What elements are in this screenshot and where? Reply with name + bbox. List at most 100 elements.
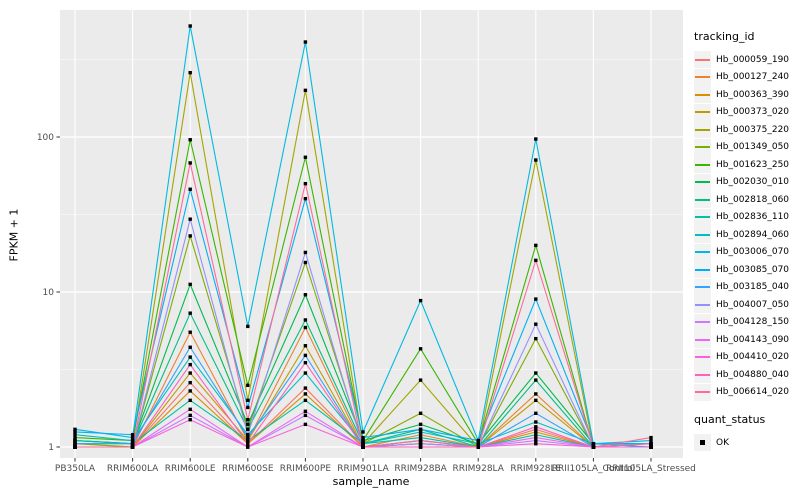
data-point bbox=[303, 88, 308, 93]
legend-item: Hb_003085_070 bbox=[694, 261, 789, 279]
data-point bbox=[591, 445, 596, 449]
swatch-line-icon bbox=[695, 251, 710, 254]
legend-label: Hb_004880_040 bbox=[716, 369, 790, 380]
legend-label: Hb_004410_020 bbox=[716, 352, 790, 363]
legend-label: Hb_002818_060 bbox=[716, 194, 790, 205]
data-point bbox=[188, 355, 192, 359]
data-point bbox=[188, 282, 192, 287]
swatch-line-icon bbox=[695, 146, 710, 149]
data-point bbox=[188, 418, 192, 422]
data-point bbox=[649, 445, 653, 449]
data-point bbox=[418, 298, 423, 303]
data-point bbox=[303, 371, 308, 375]
data-point bbox=[418, 378, 423, 382]
swatch-line-icon bbox=[695, 93, 710, 96]
data-point bbox=[188, 187, 192, 191]
data-point bbox=[418, 438, 423, 443]
data-point bbox=[534, 420, 538, 424]
data-point bbox=[188, 217, 192, 221]
data-point bbox=[73, 433, 77, 437]
data-point bbox=[418, 347, 423, 351]
x-tick-label: RRIM600SE bbox=[222, 464, 274, 474]
data-point bbox=[188, 389, 192, 393]
data-point bbox=[534, 137, 538, 141]
data-point bbox=[188, 70, 192, 75]
data-point bbox=[534, 438, 538, 443]
legend-title-quant-status: quant_status bbox=[694, 413, 766, 426]
ok-point-swatch bbox=[694, 434, 711, 452]
data-point bbox=[418, 435, 423, 440]
legend-title-tracking-id: tracking_id bbox=[694, 30, 755, 43]
data-point bbox=[246, 433, 250, 437]
legend-item: Hb_004007_050 bbox=[694, 296, 789, 314]
legend-item: Hb_004128_150 bbox=[694, 313, 790, 332]
x-tick-label: RRII105LA_Stressed bbox=[606, 464, 696, 474]
data-point bbox=[246, 383, 250, 388]
legend-item: Hb_006614_020 bbox=[694, 383, 790, 402]
legend-label: Hb_004128_150 bbox=[716, 317, 790, 328]
data-point bbox=[246, 438, 250, 443]
data-point bbox=[303, 344, 308, 348]
data-point bbox=[534, 378, 538, 382]
legend-label: Hb_002030_010 bbox=[716, 177, 790, 188]
swatch-line-icon bbox=[695, 181, 710, 184]
data-point bbox=[418, 411, 423, 415]
legend-items: Hb_000059_190 Hb_000127_240 Hb_000363_390 H… bbox=[694, 51, 789, 401]
data-point bbox=[303, 196, 308, 201]
color-swatch bbox=[694, 313, 711, 331]
legend-item: Hb_001349_050 bbox=[694, 138, 789, 157]
swatch-line-icon bbox=[695, 128, 710, 131]
data-point bbox=[73, 442, 77, 446]
x-tick-label: RRIM600LA bbox=[107, 464, 159, 474]
data-point bbox=[188, 345, 192, 349]
x-tick-label: RRII105LA_Control bbox=[552, 464, 635, 474]
legend-item-ok: OK bbox=[694, 434, 789, 452]
legend-label: Hb_000373_020 bbox=[716, 107, 790, 118]
color-swatch bbox=[694, 138, 711, 156]
swatch-line-icon bbox=[695, 233, 710, 236]
y-tick-label: 100 bbox=[37, 133, 54, 143]
legend-label: Hb_004143_090 bbox=[716, 334, 790, 345]
data-point bbox=[534, 411, 538, 415]
legend-label: Hb_004007_050 bbox=[716, 299, 790, 310]
swatch-line-icon bbox=[695, 198, 710, 201]
panel-background bbox=[60, 10, 683, 458]
legend-item: Hb_003006_070 bbox=[694, 243, 790, 262]
x-tick-label: RRIM901LA bbox=[337, 464, 389, 474]
data-point bbox=[476, 445, 480, 449]
x-tick-label: RRIM928BA bbox=[394, 464, 447, 474]
y-tick-label: 10 bbox=[43, 288, 55, 298]
legend-item: Hb_000375_220 bbox=[694, 121, 789, 139]
data-point bbox=[246, 418, 250, 422]
legend-label: Hb_006614_020 bbox=[716, 387, 790, 398]
color-swatch bbox=[694, 278, 711, 296]
data-point bbox=[188, 234, 192, 238]
color-swatch bbox=[694, 121, 711, 139]
data-point bbox=[418, 422, 423, 427]
data-point bbox=[361, 435, 365, 440]
data-point bbox=[246, 324, 250, 329]
data-point bbox=[246, 405, 250, 410]
data-point bbox=[534, 336, 538, 341]
color-swatch bbox=[694, 86, 711, 104]
data-point bbox=[534, 435, 538, 440]
data-point bbox=[534, 258, 538, 263]
data-point bbox=[534, 425, 538, 429]
legend-label: Hb_003185_040 bbox=[716, 282, 790, 293]
data-point bbox=[534, 371, 538, 375]
data-point bbox=[188, 330, 192, 334]
data-point bbox=[130, 433, 135, 437]
color-swatch bbox=[694, 173, 711, 191]
color-swatch bbox=[694, 296, 711, 314]
data-point bbox=[418, 442, 423, 446]
swatch-line-icon bbox=[695, 163, 710, 166]
legend-item: Hb_002836_110 bbox=[694, 208, 789, 227]
data-point bbox=[303, 260, 308, 265]
x-tick-label: RRIM600PE bbox=[280, 464, 332, 474]
legend-label: Hb_003006_070 bbox=[716, 247, 790, 258]
data-point bbox=[73, 427, 77, 432]
data-point bbox=[534, 427, 538, 432]
data-point bbox=[534, 322, 538, 326]
